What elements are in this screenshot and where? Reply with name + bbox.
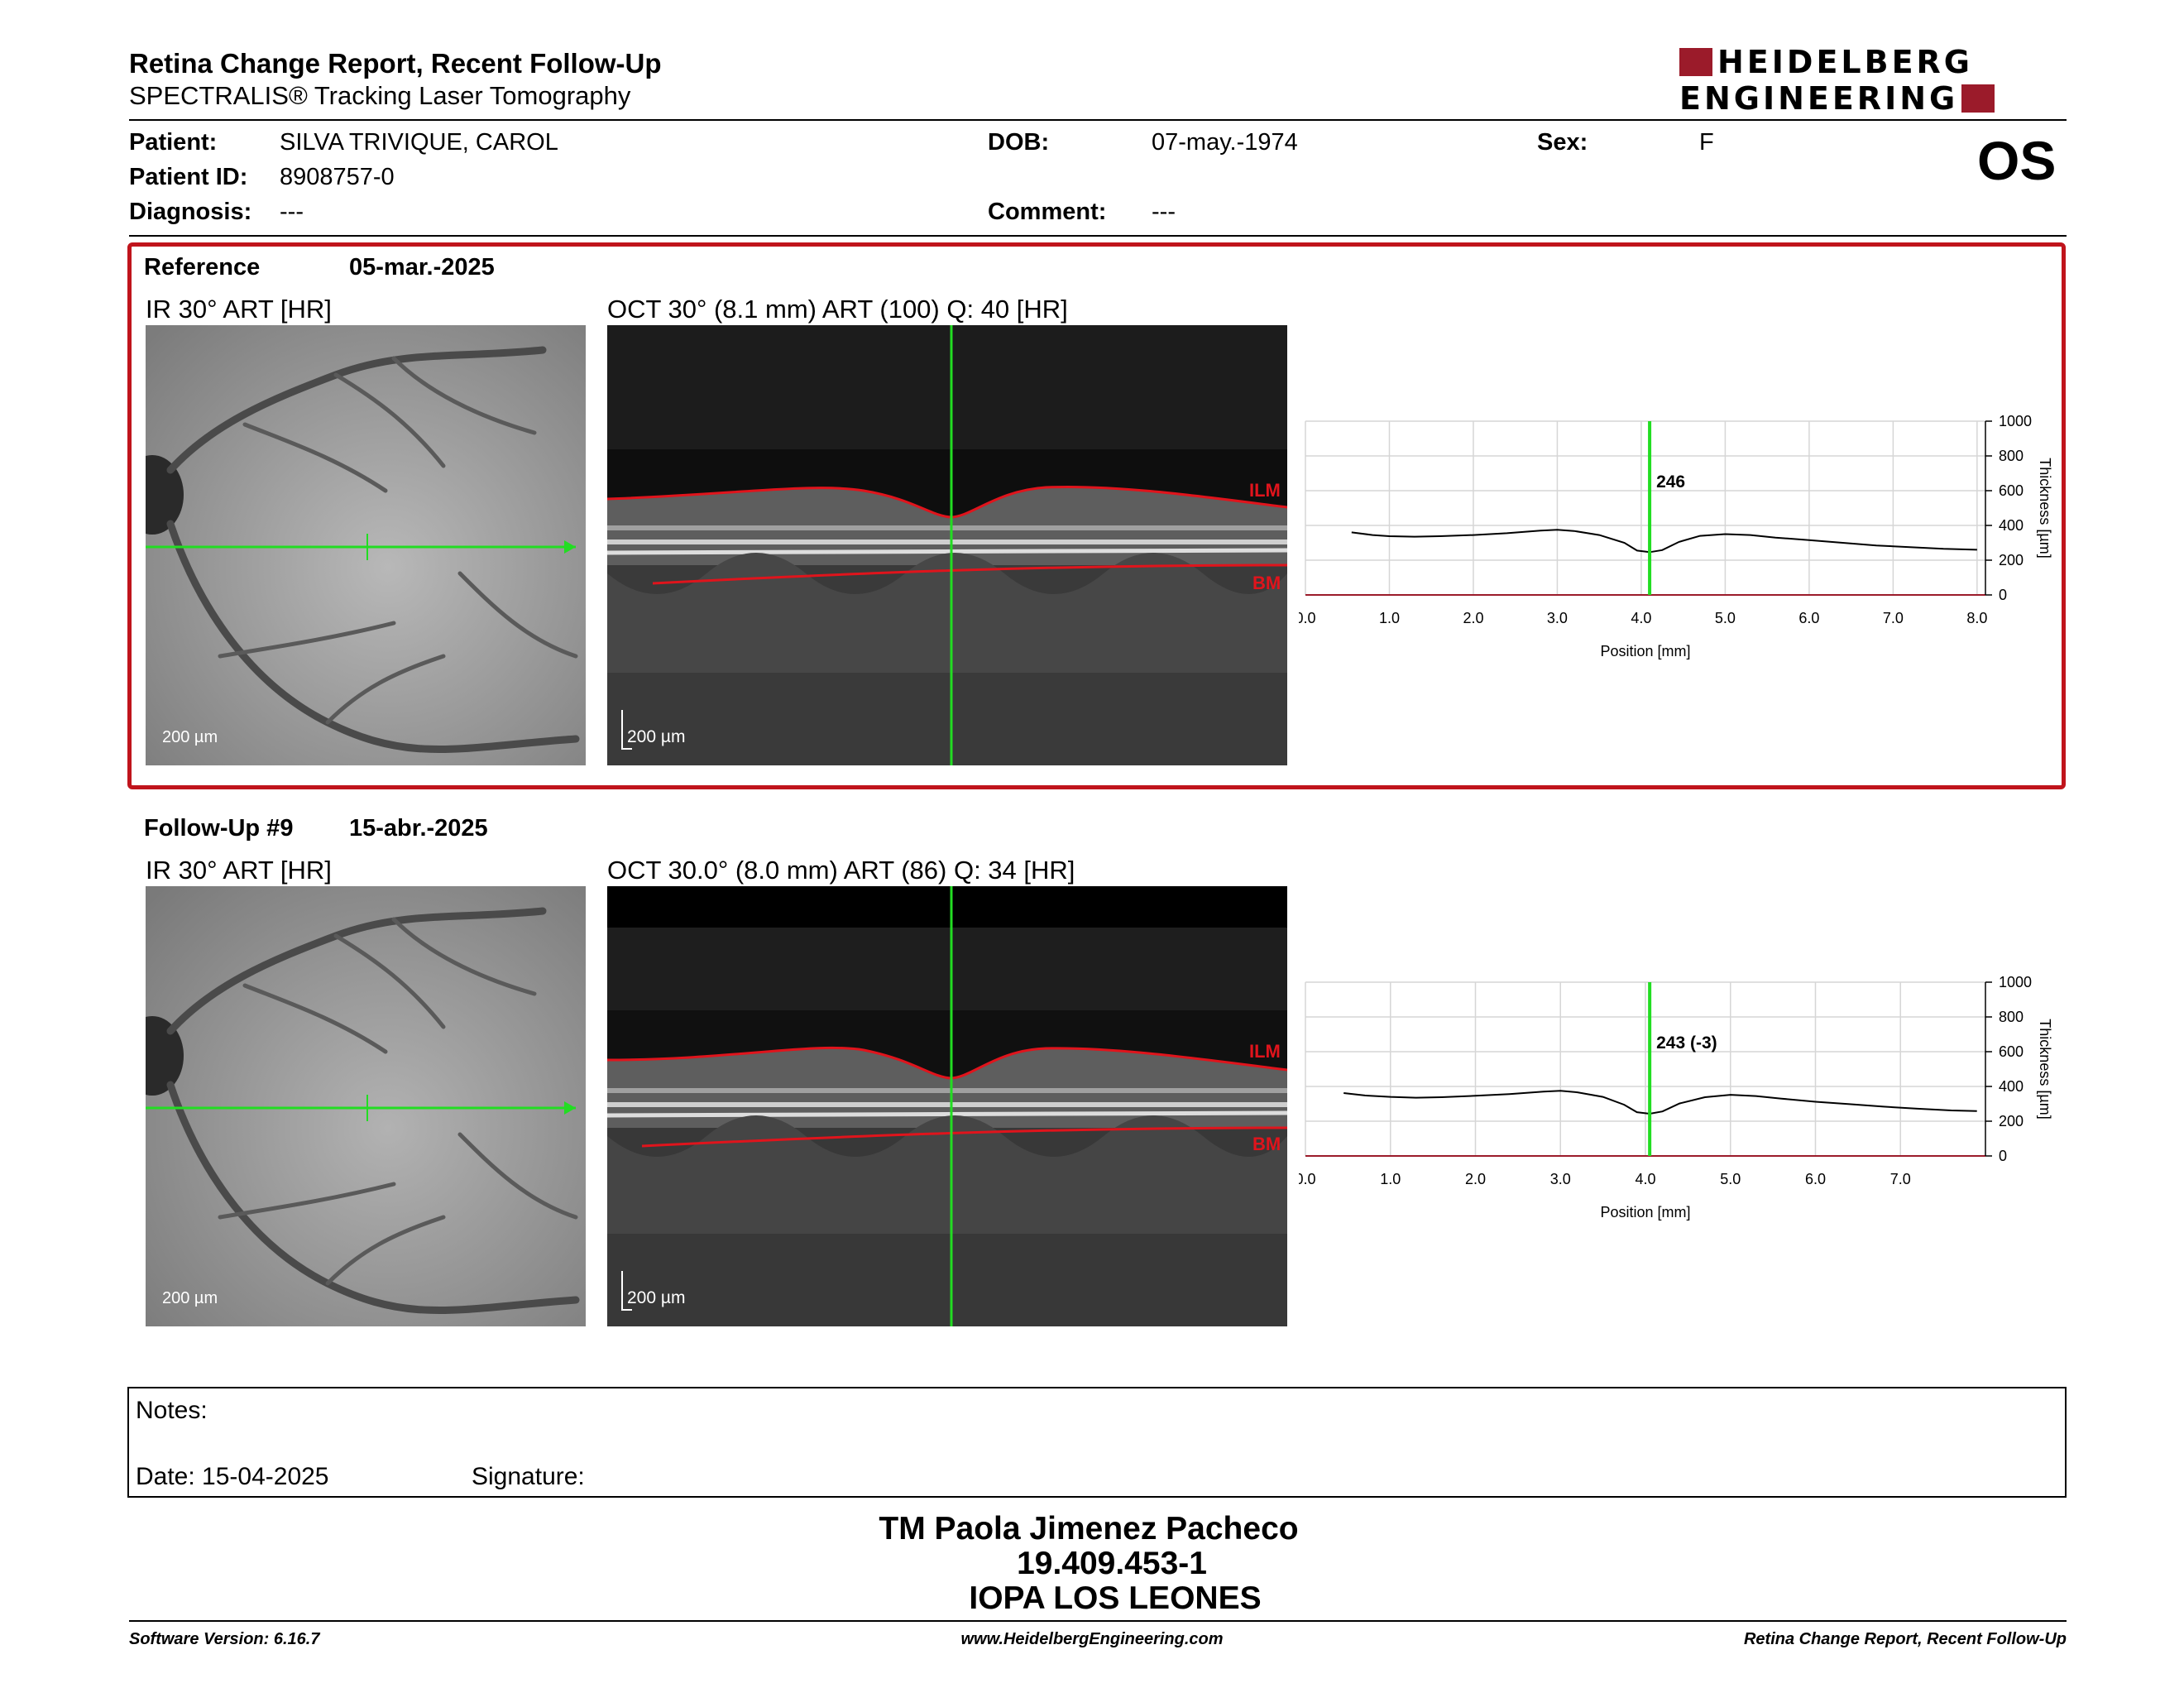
marker-value-label: 243 (-3) xyxy=(1656,1033,1717,1053)
y-tick-label: 200 xyxy=(1999,1113,2024,1129)
x-tick-label: 5.0 xyxy=(1715,610,1736,626)
dob-value: 07-may.-1974 xyxy=(1152,129,1298,156)
y-axis-label: Thickness [µm] xyxy=(2037,1019,2053,1119)
eye-indicator: OS xyxy=(1977,130,2057,191)
comment-label: Comment: xyxy=(988,199,1107,225)
comment-value: --- xyxy=(1152,199,1176,225)
followup-ir-scale: 200 µm xyxy=(162,1289,218,1307)
reference-oct-caption: OCT 30° (8.1 mm) ART (100) Q: 40 [HR] xyxy=(607,295,1068,324)
logo-line-1: HEIDELBERG xyxy=(1717,44,1973,80)
logo-line-2: ENGINEERING xyxy=(1679,80,1959,117)
y-tick-label: 600 xyxy=(1999,482,2024,499)
thickness-line xyxy=(1343,1090,1977,1115)
reference-ir-caption: IR 30° ART [HR] xyxy=(146,295,332,324)
followup-thickness-chart: 0.0 1.0 2.0 3.0 4.0 5.0 6.0 7.0 0 200 400 600 800 100… xyxy=(1295,971,2060,1248)
patient-name: SILVA TRIVIQUE, CAROL xyxy=(280,129,558,156)
signatory-institution: IOPA LOS LEONES xyxy=(969,1580,1262,1616)
y-tick-label: 0 xyxy=(1999,587,2007,603)
x-axis-label: Position [mm] xyxy=(1600,643,1690,659)
signatory-id: 19.409.453-1 xyxy=(1017,1546,1207,1581)
x-tick-label: 6.0 xyxy=(1805,1171,1826,1187)
reference-oct-image xyxy=(607,325,1287,765)
x-tick-label: 7.0 xyxy=(1883,610,1904,626)
y-tick-label: 400 xyxy=(1999,517,2024,534)
x-tick-label: 0.0 xyxy=(1299,610,1316,626)
y-tick-label: 600 xyxy=(1999,1043,2024,1060)
patient-id: 8908757-0 xyxy=(280,164,395,190)
signatory-name: TM Paola Jimenez Pacheco xyxy=(879,1511,1299,1547)
x-tick-label: 1.0 xyxy=(1380,1171,1401,1187)
followup-label: Follow-Up #9 xyxy=(144,815,294,842)
x-tick-label: 0.0 xyxy=(1299,1171,1316,1187)
reference-ir-image xyxy=(146,325,586,765)
y-tick-label: 800 xyxy=(1999,448,2024,464)
x-tick-label: 2.0 xyxy=(1463,610,1483,626)
reference-thickness-chart: 0.0 1.0 2.0 3.0 4.0 5.0 6.0 7.0 8.0 0 200 400 600 800… xyxy=(1295,410,2060,687)
report-date: Date: 15-04-2025 xyxy=(136,1463,329,1490)
x-tick-label: 8.0 xyxy=(1966,610,1987,626)
x-tick-label: 6.0 xyxy=(1798,610,1819,626)
y-tick-label: 400 xyxy=(1999,1078,2024,1095)
y-tick-label: 800 xyxy=(1999,1009,2024,1025)
dob-label: DOB: xyxy=(988,129,1050,156)
footer-report-name: Retina Change Report, Recent Follow-Up xyxy=(1743,1630,2067,1648)
diagnosis-value: --- xyxy=(280,199,304,225)
x-tick-label: 1.0 xyxy=(1379,610,1400,626)
followup-bm-label: BM xyxy=(1252,1134,1281,1154)
x-tick-label: 2.0 xyxy=(1465,1171,1486,1187)
header-rule xyxy=(129,119,2067,121)
signature-label: Signature: xyxy=(472,1463,585,1490)
reference-label: Reference xyxy=(144,254,261,281)
report-title: Retina Change Report, Recent Follow-Up xyxy=(129,48,662,79)
followup-ir-caption: IR 30° ART [HR] xyxy=(146,856,332,885)
followup-oct-scale: 200 µm xyxy=(627,1288,686,1307)
x-tick-label: 4.0 xyxy=(1631,610,1651,626)
y-tick-label: 200 xyxy=(1999,552,2024,568)
followup-oct-image xyxy=(607,886,1287,1326)
notes-box xyxy=(127,1387,2067,1498)
reference-oct-scale: 200 µm xyxy=(627,727,686,746)
diagnosis-label: Diagnosis: xyxy=(129,199,252,225)
notes-label: Notes: xyxy=(136,1397,208,1424)
heidelberg-logo: HEIDELBERG ENGINEERING xyxy=(1679,46,2068,116)
y-tick-label: 1000 xyxy=(1999,413,2032,429)
reference-ir-scale: 200 µm xyxy=(162,728,218,746)
patient-id-label: Patient ID: xyxy=(129,164,248,190)
followup-ilm-label: ILM xyxy=(1249,1041,1281,1062)
marker-value-label: 246 xyxy=(1656,472,1685,492)
sex-label: Sex: xyxy=(1537,129,1588,156)
reference-bm-label: BM xyxy=(1252,573,1281,593)
x-tick-label: 3.0 xyxy=(1550,1171,1571,1187)
y-axis-label: Thickness [µm] xyxy=(2037,458,2053,558)
followup-oct-caption: OCT 30.0° (8.0 mm) ART (86) Q: 34 [HR] xyxy=(607,856,1075,885)
patient-rule xyxy=(129,235,2067,237)
followup-date: 15-abr.-2025 xyxy=(349,815,488,842)
logo-square-icon xyxy=(1961,84,1995,113)
reference-frame xyxy=(127,242,2066,789)
y-tick-label: 0 xyxy=(1999,1148,2007,1164)
software-version: Software Version: 6.16.7 xyxy=(129,1630,320,1648)
footer-rule xyxy=(129,1620,2067,1622)
logo-square-icon xyxy=(1679,48,1712,76)
x-axis-label: Position [mm] xyxy=(1600,1204,1690,1220)
website-link[interactable]: www.HeidelbergEngineering.com xyxy=(960,1630,1224,1648)
reference-ilm-label: ILM xyxy=(1249,480,1281,501)
report-subtitle: SPECTRALIS® Tracking Laser Tomography xyxy=(129,81,631,110)
patient-label: Patient: xyxy=(129,129,218,156)
y-tick-label: 1000 xyxy=(1999,974,2032,990)
followup-ir-image xyxy=(146,886,586,1326)
x-tick-label: 3.0 xyxy=(1547,610,1568,626)
x-tick-label: 7.0 xyxy=(1890,1171,1911,1187)
sex-value: F xyxy=(1699,129,1714,156)
x-tick-label: 5.0 xyxy=(1720,1171,1741,1187)
x-tick-label: 4.0 xyxy=(1635,1171,1655,1187)
thickness-line xyxy=(1351,529,1977,554)
reference-date: 05-mar.-2025 xyxy=(349,254,495,281)
